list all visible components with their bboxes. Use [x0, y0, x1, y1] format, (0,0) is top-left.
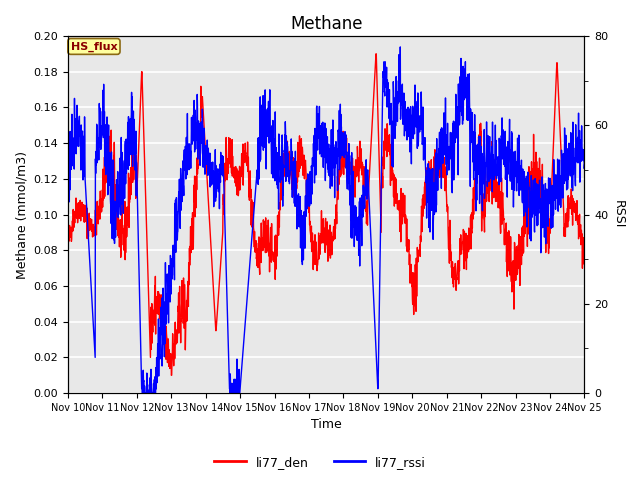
Title: Methane: Methane: [290, 15, 362, 33]
Y-axis label: Methane (mmol/m3): Methane (mmol/m3): [15, 151, 28, 278]
Legend: li77_den, li77_rssi: li77_den, li77_rssi: [209, 451, 431, 474]
X-axis label: Time: Time: [311, 419, 342, 432]
Text: HS_flux: HS_flux: [70, 41, 117, 51]
Y-axis label: RSSI: RSSI: [612, 200, 625, 229]
